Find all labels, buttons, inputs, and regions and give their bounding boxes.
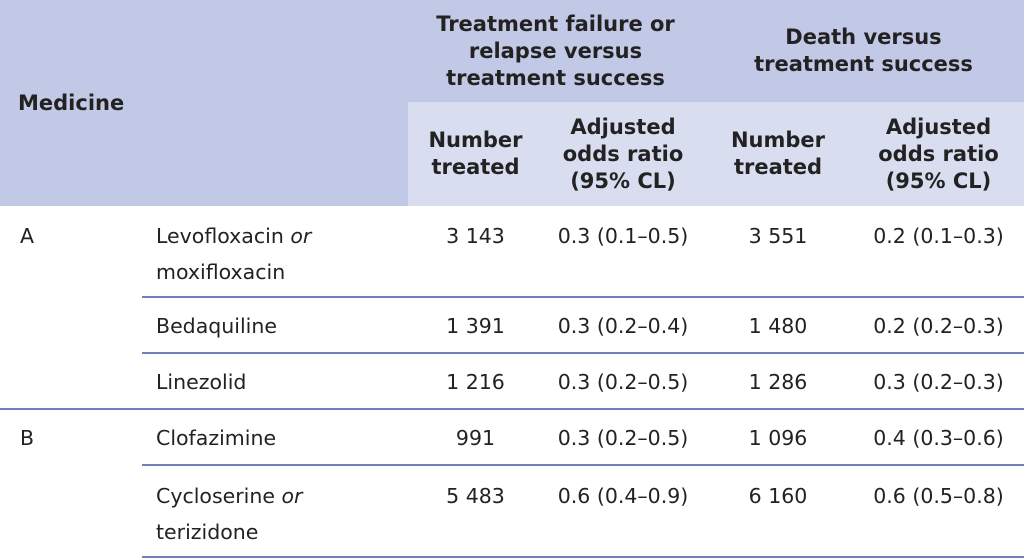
table-row: Bedaquiline 1 391 0.3 (0.2–0.4) 1 480 0.… (0, 296, 1024, 353)
odds-ratio-cell: 0.3 (0.2–0.5) (543, 408, 703, 465)
table-row: Cycloserine or terizidone 5 483 0.6 (0.4–… (0, 464, 1024, 558)
death-header: Death versus treatment success (703, 0, 1024, 102)
number-treated-cell: 1 391 (408, 296, 543, 353)
odds-ratio-cell: 0.3 (0.2–0.4) (543, 296, 703, 353)
odds-ratio-cell: 0.3 (0.2–0.5) (543, 352, 703, 409)
number-treated-header-2: Number treated (703, 102, 853, 206)
number-treated-cell: 3 551 (748, 224, 808, 248)
group-label: B (0, 408, 142, 557)
medicine-header: Medicine (0, 0, 408, 206)
medicine-name: Bedaquiline (142, 296, 408, 353)
table-row: B Clofazimine 991 0.3 (0.2–0.5) 1 096 0.… (0, 408, 1024, 557)
table-row: A Levofloxacin or moxifloxacin 3 143 0.3 … (0, 206, 1024, 297)
number-treated-cell: 1 480 (703, 296, 853, 353)
odds-ratio-cell: 0.3 (0.2–0.3) (853, 352, 1024, 409)
number-treated-cell: 991 (408, 408, 543, 465)
adjusted-odds-header-1: Adjusted odds ratio (95% CL) (543, 102, 703, 206)
number-treated-cell: 6 160 (703, 464, 853, 558)
odds-ratio-cell: 0.2 (0.2–0.3) (853, 296, 1024, 353)
number-treated-cell: 1 286 (703, 352, 853, 409)
medicine-name: Levofloxacin or moxifloxacin (156, 224, 312, 284)
medicine-name: Cycloserine or terizidone (142, 464, 408, 558)
adjusted-odds-header-2: Adjusted odds ratio (95% CL) (853, 102, 1024, 206)
medicine-name: Linezolid (142, 352, 408, 409)
number-treated-cell: 3 143 (446, 224, 505, 248)
failure-relapse-header: Treatment failure or relapse versus trea… (408, 0, 703, 102)
medicine-name: Clofazimine (142, 408, 408, 465)
number-treated-cell: 1 096 (703, 408, 853, 465)
group-label: A (20, 224, 35, 248)
odds-ratio-cell: 0.6 (0.5–0.8) (853, 464, 1024, 558)
odds-ratio-cell: 0.4 (0.3–0.6) (853, 408, 1024, 465)
number-treated-cell: 5 483 (408, 464, 543, 558)
odds-ratio-cell: 0.6 (0.4–0.9) (543, 464, 703, 558)
table-row: Linezolid 1 216 0.3 (0.2–0.5) 1 286 0.3 … (0, 352, 1024, 409)
odds-ratio-cell: 0.3 (0.1–0.5) (557, 224, 689, 248)
odds-ratio-cell: 0.2 (0.1–0.3) (873, 224, 1004, 248)
number-treated-header-1: Number treated (408, 102, 543, 206)
number-treated-cell: 1 216 (408, 352, 543, 409)
